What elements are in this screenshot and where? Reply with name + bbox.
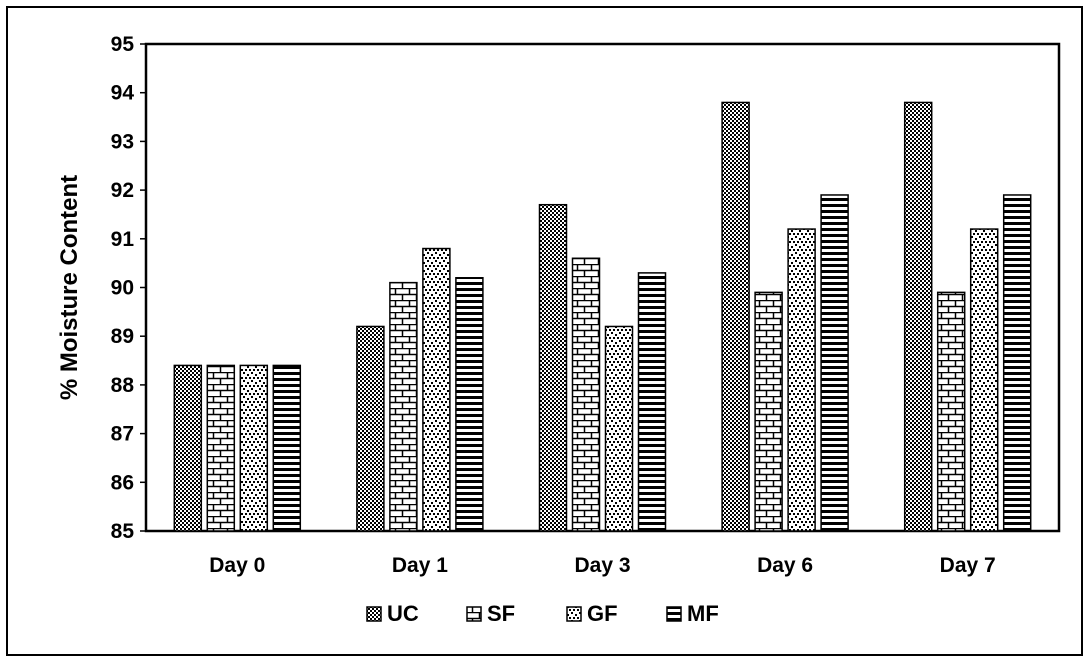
bar-uc-day-7 (903, 101, 933, 532)
bar-uc-day-3 (538, 203, 568, 532)
bar-sf-day-6 (754, 291, 783, 532)
bars-group (173, 101, 1032, 532)
bar-gf-day-6 (787, 228, 816, 532)
bar-uc-day-1 (356, 325, 385, 532)
bar-mf-day-3 (637, 272, 667, 532)
y-tick-label: 93 (111, 130, 134, 153)
legend-label-sf: SF (487, 601, 515, 626)
y-tick-label: 88 (111, 374, 135, 397)
y-axis-title-group: % Moisture Content (56, 175, 83, 400)
bar-uc-day-0 (173, 364, 203, 532)
legend-swatch-uc (366, 606, 382, 622)
legend-label-mf: MF (687, 601, 719, 626)
y-tick-label: 89 (111, 325, 134, 348)
x-tick-label: Day 6 (757, 554, 813, 577)
bar-sf-day-3 (571, 257, 601, 532)
y-axis-title: % Moisture Content (56, 175, 83, 400)
y-axis-ticks: 85 86 87 88 89 90 91 92 93 94 95 (111, 33, 146, 543)
bar-mf-day-7 (1002, 194, 1032, 532)
bar-mf-day-0 (272, 364, 302, 532)
y-tick-label: 94 (111, 82, 135, 105)
legend-swatch-sf (466, 606, 482, 622)
bar-uc-day-6 (721, 101, 750, 532)
y-tick-label: 86 (111, 471, 134, 494)
bar-gf-day-0 (239, 364, 269, 532)
y-tick-label: 92 (111, 179, 134, 202)
bar-mf-day-6 (820, 194, 849, 532)
legend: UC SF GF MF (366, 601, 719, 626)
y-tick-label: 87 (111, 423, 134, 446)
bar-gf-day-1 (422, 247, 451, 532)
legend-label-gf: GF (587, 601, 618, 626)
y-tick-label: 85 (111, 520, 135, 543)
y-tick-label: 90 (111, 277, 134, 300)
bar-sf-day-0 (206, 364, 236, 532)
legend-swatch-gf (566, 606, 582, 622)
bar-sf-day-7 (936, 291, 966, 532)
legend-label-uc: UC (387, 601, 419, 626)
bar-mf-day-1 (455, 277, 484, 532)
bar-gf-day-7 (969, 228, 999, 532)
x-axis-ticks: Day 0 Day 1 Day 3 Day 6 Day 7 (209, 554, 995, 577)
y-tick-label: 91 (111, 228, 135, 251)
x-tick-label: Day 7 (940, 554, 996, 577)
x-tick-label: Day 1 (392, 554, 448, 577)
x-tick-label: Day 3 (574, 554, 630, 577)
bar-sf-day-1 (389, 281, 418, 532)
bar-gf-day-3 (604, 325, 634, 532)
x-tick-label: Day 0 (209, 554, 265, 577)
y-tick-label: 95 (111, 33, 135, 56)
legend-swatch-mf (666, 606, 682, 622)
